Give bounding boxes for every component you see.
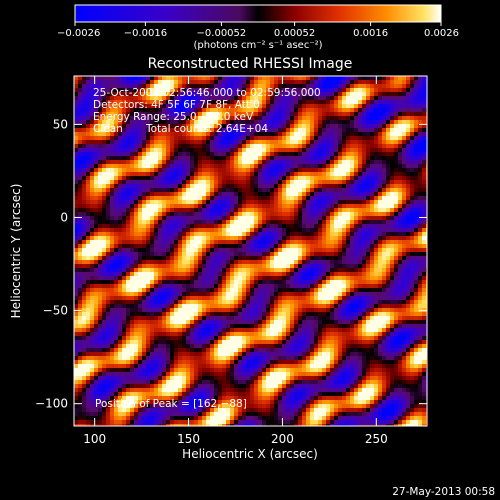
colorbar-tick-label: 0.00052 [274, 28, 315, 39]
y-axis-ticks: 50 0 −50 −100 [35, 117, 427, 411]
colorbar-tick-label: −0.0026 [57, 28, 100, 39]
colorbar-unit-label: (photons cm⁻² s⁻¹ asec⁻²) [193, 40, 322, 51]
x-tick-label: 250 [365, 432, 388, 446]
info-block: 25-Oct-2003 02:56:46.000 to 02:59:56.000… [93, 87, 321, 135]
x-tick-label: 200 [271, 432, 294, 446]
footer-timestamp: 27-May-2013 00:58 [392, 486, 495, 498]
y-tick-label: 0 [60, 210, 68, 224]
y-tick-label: 50 [53, 117, 68, 131]
y-tick-label: −50 [43, 304, 68, 318]
y-axis-label: Heliocentric Y (arcsec) [9, 184, 23, 319]
peak-position-text: Position of Peak = [162,−88] [95, 398, 247, 410]
x-axis-ticks: 100 150 200 250 [83, 76, 388, 446]
time-range-text: 25-Oct-2003 02:56:46.000 to 02:59:56.000 [93, 87, 321, 99]
plot-frame [73, 75, 428, 427]
detectors-text: Detectors: 4F 5F 6F 7F 8F, Att 0 [93, 99, 260, 111]
energy-range-text: Energy Range: 25.0 - 50.0 keV [93, 111, 254, 123]
colorbar-ticks: −0.0026 −0.0016 −0.00052 0.00052 0.0016 0.002… [57, 22, 459, 39]
colorbar-gradient [74, 4, 442, 23]
x-tick-label: 150 [177, 432, 200, 446]
y-tick-label: −100 [35, 397, 68, 411]
heatmap-image [74, 76, 427, 426]
colorbar-tick-label: −0.00052 [197, 28, 247, 39]
colorbar: −0.0026 −0.0016 −0.00052 0.00052 0.0016 0.002… [57, 4, 459, 51]
colorbar-tick-label: −0.0016 [124, 28, 167, 39]
x-axis-label: Heliocentric X (arcsec) [182, 447, 318, 461]
total-counts-text: Total counts: 2.64E+04 [145, 123, 268, 135]
chart-title: Reconstructed RHESSI Image [148, 56, 353, 72]
x-tick-label: 100 [83, 432, 106, 446]
colorbar-tick-label: 0.0026 [424, 28, 459, 39]
method-text: Clean [93, 123, 123, 135]
colorbar-tick-label: 0.0016 [353, 28, 388, 39]
